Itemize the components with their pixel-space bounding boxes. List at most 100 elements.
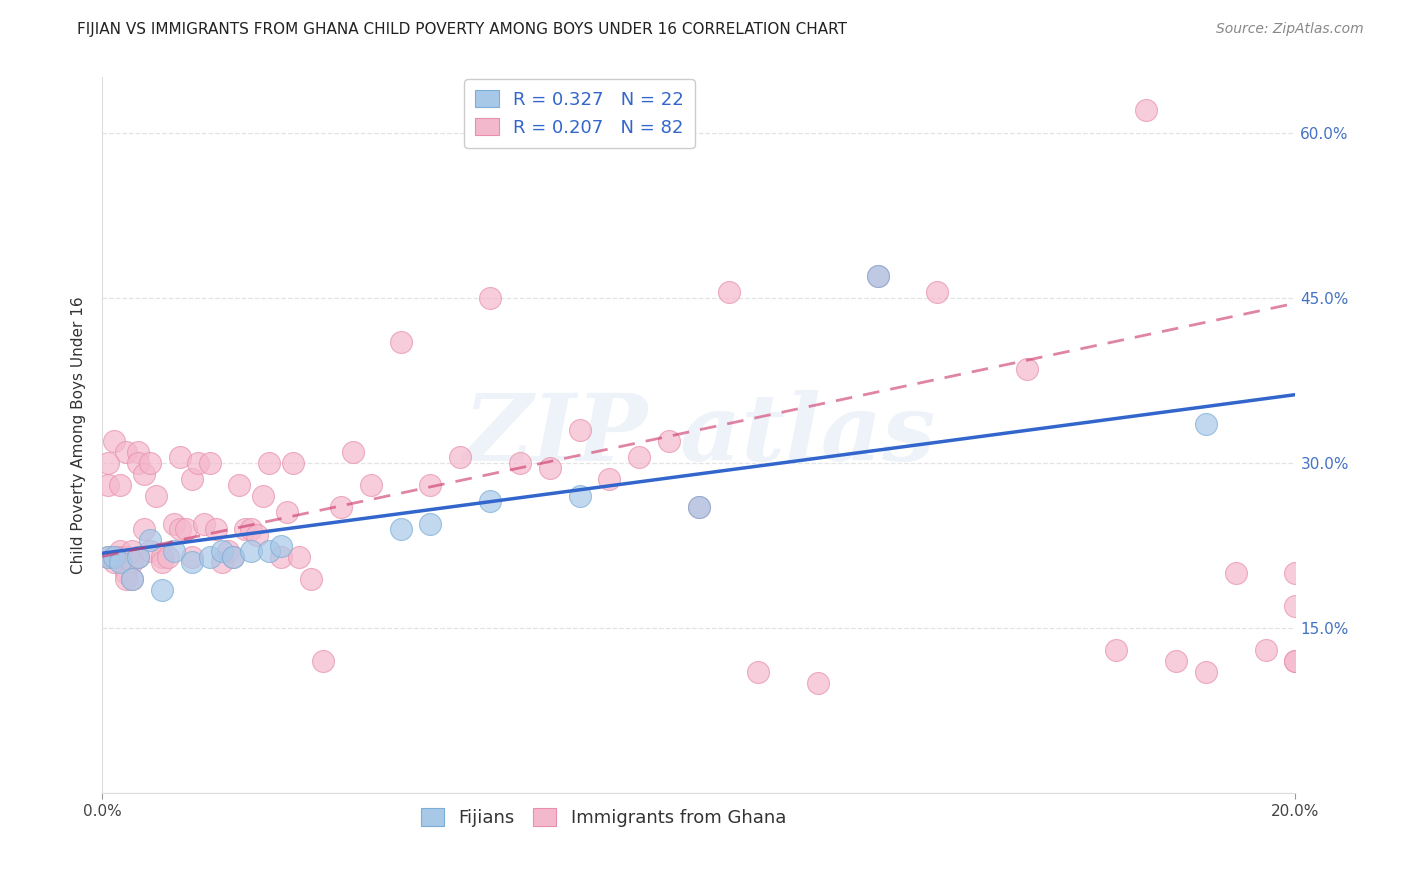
Point	[97, 478, 120, 492]
Point	[150, 582, 173, 597]
Point	[1135, 103, 1157, 118]
Point	[211, 544, 233, 558]
Point	[866, 268, 889, 283]
Point	[1225, 566, 1247, 580]
Point	[163, 516, 186, 531]
Point	[1195, 665, 1218, 680]
Point	[193, 516, 215, 531]
Point	[1105, 643, 1128, 657]
Legend: Fijians, Immigrants from Ghana: Fijians, Immigrants from Ghana	[413, 801, 793, 834]
Point	[127, 549, 149, 564]
Point	[866, 268, 889, 283]
Point	[658, 434, 681, 448]
Point	[115, 445, 138, 459]
Point	[150, 555, 173, 569]
Point	[717, 285, 740, 300]
Point	[688, 500, 710, 514]
Point	[1284, 654, 1306, 668]
Point	[174, 522, 197, 536]
Point	[299, 572, 322, 586]
Point	[568, 423, 591, 437]
Point	[449, 450, 471, 465]
Point	[259, 544, 281, 558]
Point	[240, 544, 263, 558]
Point	[222, 549, 245, 564]
Point	[252, 489, 274, 503]
Point	[198, 456, 221, 470]
Point	[187, 456, 209, 470]
Point	[419, 478, 441, 492]
Point	[538, 461, 561, 475]
Point	[150, 549, 173, 564]
Point	[145, 489, 167, 503]
Point	[389, 522, 412, 536]
Point	[121, 555, 143, 569]
Point	[132, 467, 155, 481]
Point	[180, 549, 202, 564]
Point	[276, 506, 298, 520]
Point	[108, 478, 131, 492]
Point	[389, 334, 412, 349]
Point	[628, 450, 651, 465]
Point	[807, 676, 830, 690]
Point	[97, 549, 120, 564]
Point	[121, 572, 143, 586]
Point	[217, 544, 239, 558]
Point	[108, 555, 131, 569]
Point	[108, 549, 131, 564]
Point	[281, 456, 304, 470]
Point	[103, 549, 125, 564]
Point	[139, 544, 162, 558]
Point	[360, 478, 382, 492]
Point	[228, 478, 250, 492]
Point	[127, 445, 149, 459]
Point	[1166, 654, 1188, 668]
Point	[115, 549, 138, 564]
Text: Source: ZipAtlas.com: Source: ZipAtlas.com	[1216, 22, 1364, 37]
Point	[121, 544, 143, 558]
Text: FIJIAN VS IMMIGRANTS FROM GHANA CHILD POVERTY AMONG BOYS UNDER 16 CORRELATION CH: FIJIAN VS IMMIGRANTS FROM GHANA CHILD PO…	[77, 22, 848, 37]
Point	[688, 500, 710, 514]
Point	[198, 549, 221, 564]
Point	[103, 549, 125, 564]
Point	[568, 489, 591, 503]
Point	[342, 445, 364, 459]
Point	[139, 533, 162, 547]
Point	[222, 549, 245, 564]
Point	[246, 527, 269, 541]
Point	[598, 473, 620, 487]
Point	[270, 539, 292, 553]
Point	[156, 549, 179, 564]
Text: ZIP atlas: ZIP atlas	[463, 391, 935, 481]
Point	[97, 549, 120, 564]
Point	[139, 456, 162, 470]
Point	[108, 544, 131, 558]
Point	[1254, 643, 1277, 657]
Point	[1284, 599, 1306, 613]
Point	[1195, 417, 1218, 432]
Point	[329, 500, 352, 514]
Point	[127, 456, 149, 470]
Point	[180, 555, 202, 569]
Point	[169, 522, 191, 536]
Point	[270, 549, 292, 564]
Point	[97, 456, 120, 470]
Point	[259, 456, 281, 470]
Point	[419, 516, 441, 531]
Point	[211, 555, 233, 569]
Point	[1015, 362, 1038, 376]
Point	[1284, 566, 1306, 580]
Point	[127, 549, 149, 564]
Point	[927, 285, 949, 300]
Point	[163, 544, 186, 558]
Point	[747, 665, 769, 680]
Point	[288, 549, 311, 564]
Point	[115, 572, 138, 586]
Point	[479, 494, 502, 508]
Point	[103, 434, 125, 448]
Point	[121, 572, 143, 586]
Point	[115, 566, 138, 580]
Point	[235, 522, 257, 536]
Y-axis label: Child Poverty Among Boys Under 16: Child Poverty Among Boys Under 16	[72, 296, 86, 574]
Point	[312, 654, 335, 668]
